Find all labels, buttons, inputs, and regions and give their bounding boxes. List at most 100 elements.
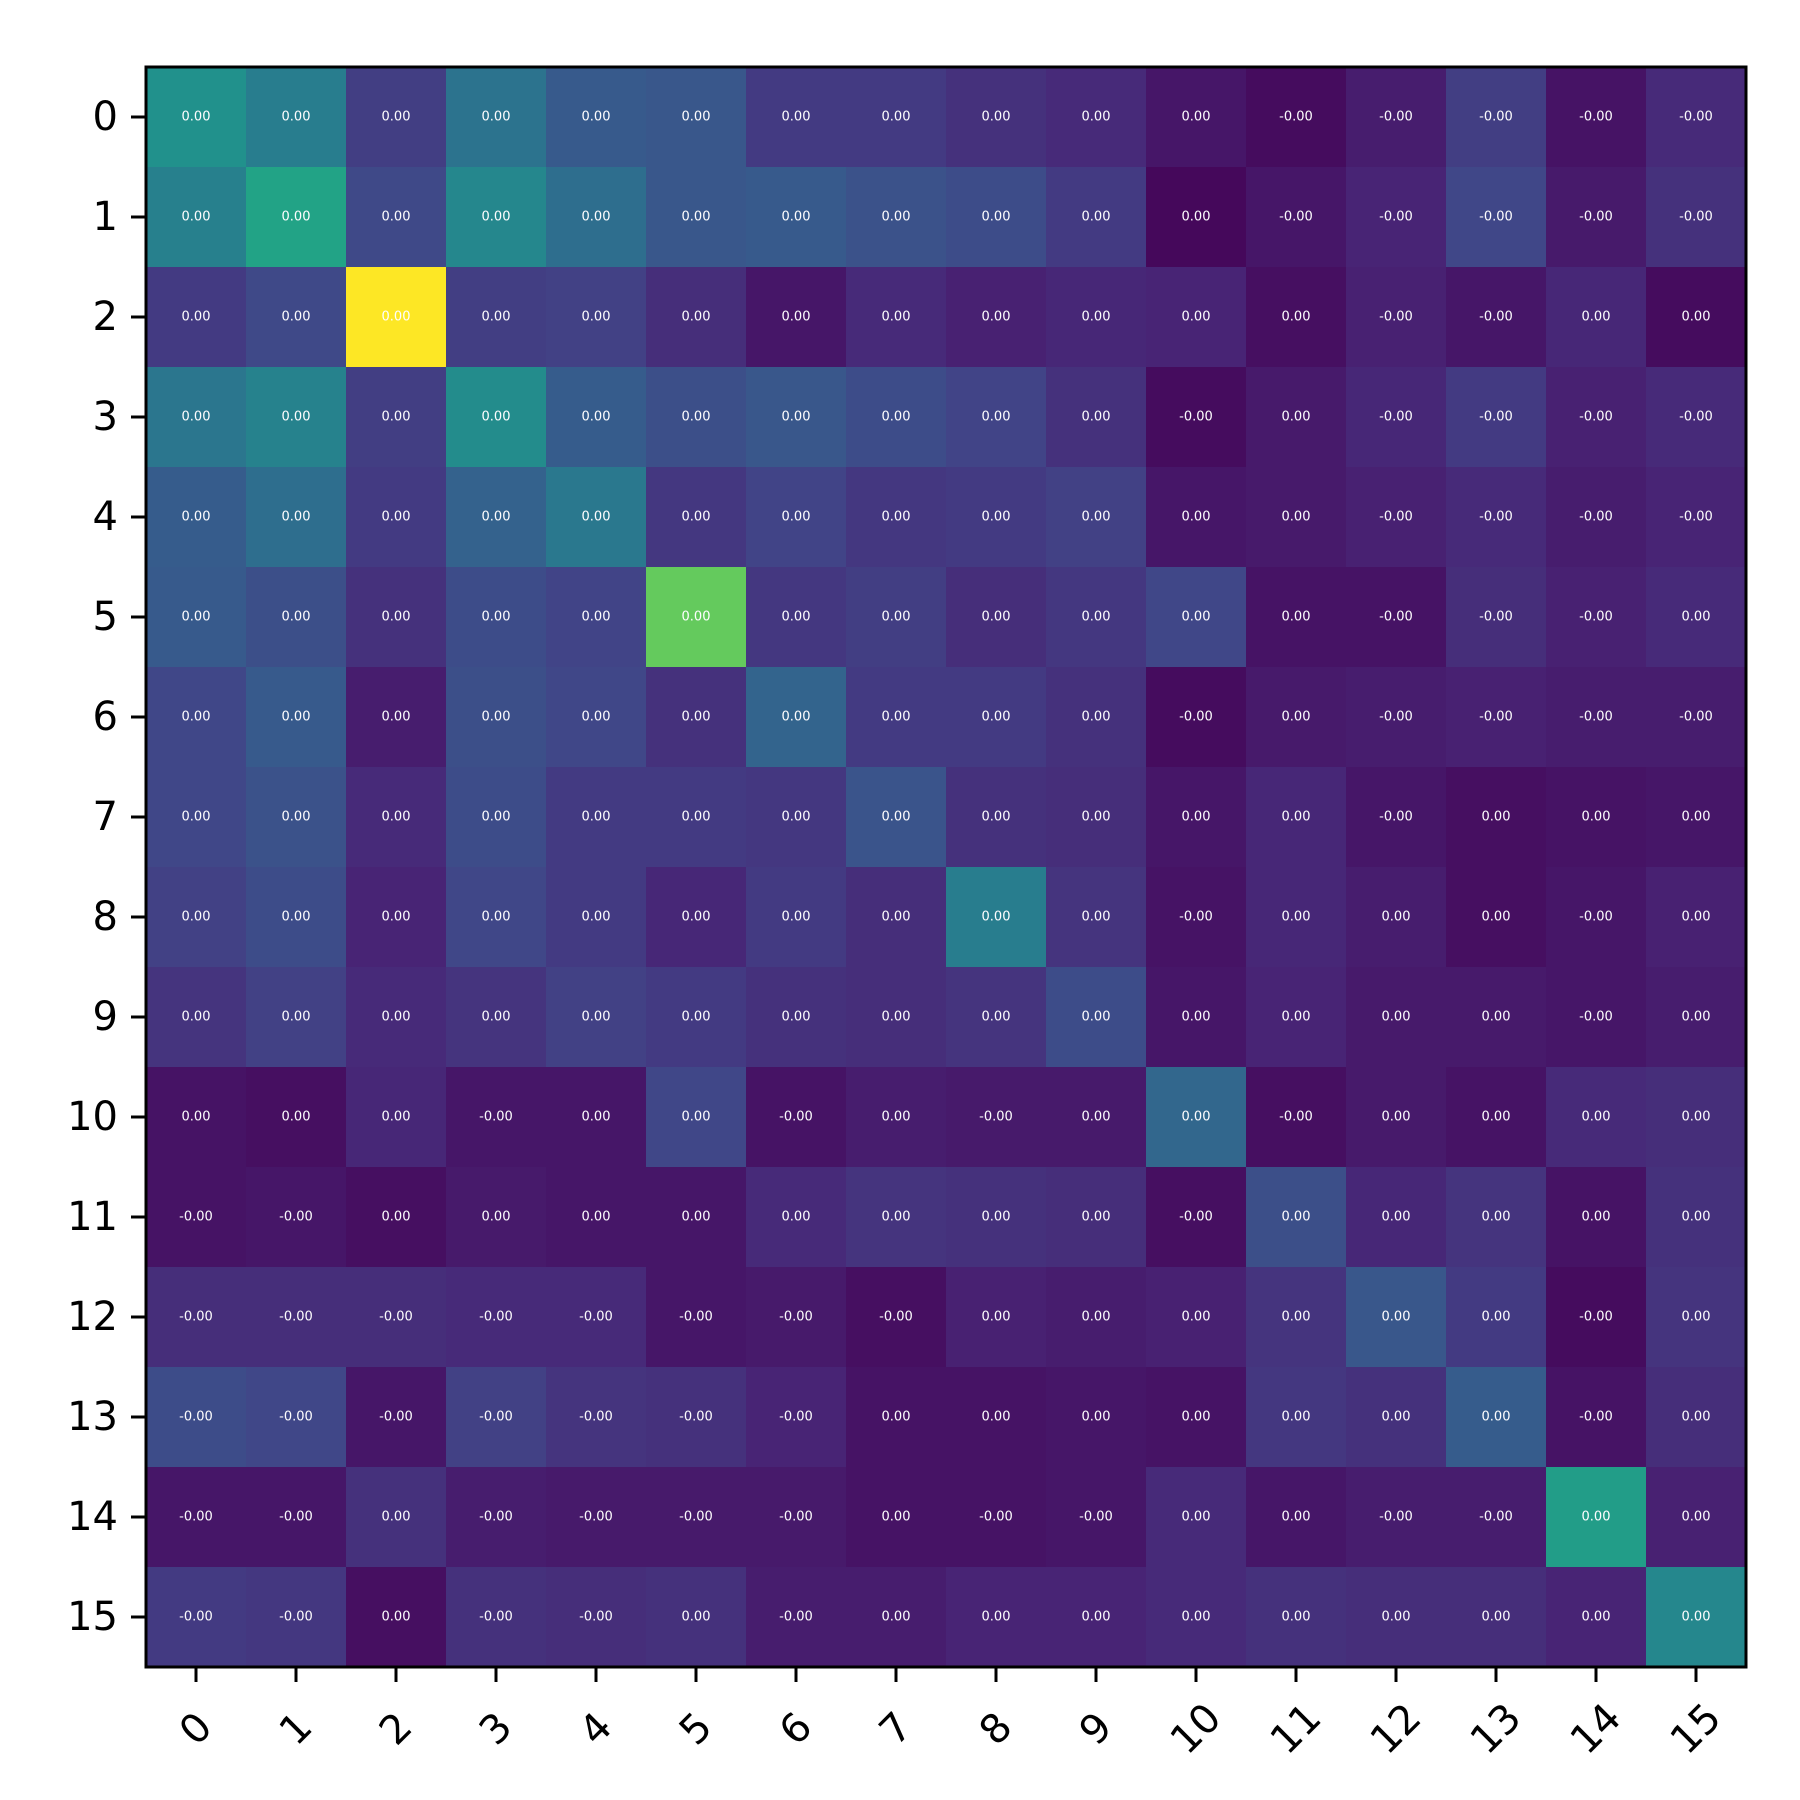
heatmap-cell-2-15 [1646,267,1747,368]
cell-value-label-0-12: -0.00 [1379,110,1413,125]
heatmap-cell-1-9 [1046,167,1147,268]
cell-value-label-13-14: -0.00 [1579,1410,1613,1425]
heatmap-cell-1-10 [1146,167,1247,268]
cell-value-label-7-11: 0.00 [1282,810,1311,825]
cell-value-label-12-1: -0.00 [279,1310,313,1325]
heatmap-cell-4-7 [846,467,947,568]
cell-value-label-1-8: 0.00 [982,210,1011,225]
cell-value-label-4-7: 0.00 [882,510,911,525]
cell-value-label-13-7: 0.00 [882,1410,911,1425]
heatmap-cell-7-1 [246,767,347,868]
heatmap-cell-11-8 [946,1167,1047,1268]
heatmap-cell-11-11 [1246,1167,1347,1268]
heatmap-cell-2-9 [1046,267,1147,368]
cell-value-label-11-1: -0.00 [279,1210,313,1225]
x-tick-label-0: 0 [171,1704,222,1755]
heatmap-cell-14-13 [1446,1467,1547,1568]
heatmap-cell-6-0 [146,667,247,768]
cell-value-label-4-3: 0.00 [482,510,511,525]
heatmap-cell-9-4 [546,967,647,1068]
heatmap-cell-2-6 [746,267,847,368]
heatmap-cell-4-0 [146,467,247,568]
heatmap-cell-4-9 [1046,467,1147,568]
cell-value-label-8-5: 0.00 [682,910,711,925]
cell-value-label-9-1: 0.00 [282,1010,311,1025]
cell-value-label-13-2: -0.00 [379,1410,413,1425]
heatmap-cell-11-15 [1646,1167,1747,1268]
cell-value-label-4-10: 0.00 [1182,510,1211,525]
cell-value-label-6-11: 0.00 [1282,710,1311,725]
cell-value-label-1-0: 0.00 [182,210,211,225]
y-tick-label-5: 5 [93,594,118,640]
heatmap-cell-12-4 [546,1267,647,1368]
heatmap-cell-10-10 [1146,1067,1247,1168]
cell-value-label-8-12: 0.00 [1382,910,1411,925]
heatmap-cell-10-6 [746,1067,847,1168]
x-tick-label-11: 11 [1262,1695,1331,1764]
heatmap-cell-2-10 [1146,267,1247,368]
heatmap-cell-8-1 [246,867,347,968]
heatmap-cell-6-12 [1346,667,1447,768]
cell-value-label-3-14: -0.00 [1579,410,1613,425]
cell-value-label-12-13: 0.00 [1482,1310,1511,1325]
cell-value-label-14-2: 0.00 [382,1510,411,1525]
heatmap-cell-2-4 [546,267,647,368]
y-tick-label-9: 9 [93,994,118,1040]
cell-value-label-9-6: 0.00 [782,1010,811,1025]
cell-value-label-8-11: 0.00 [1282,910,1311,925]
heatmap-cell-2-2 [346,267,447,368]
heatmap-cell-14-4 [546,1467,647,1568]
heatmap-cell-1-5 [646,167,747,268]
heatmap-cell-3-3 [446,367,547,468]
cell-value-label-12-9: 0.00 [1082,1310,1111,1325]
heatmap-cell-12-2 [346,1267,447,1368]
heatmap-cell-15-2 [346,1567,447,1668]
heatmap-cell-8-4 [546,867,647,968]
heatmap-cell-10-1 [246,1067,347,1168]
heatmap-cell-1-0 [146,167,247,268]
heatmap-cell-12-11 [1246,1267,1347,1368]
cell-value-label-8-8: 0.00 [982,910,1011,925]
plot-frame [144,65,1748,1669]
heatmap-cell-6-9 [1046,667,1147,768]
cell-value-label-5-8: 0.00 [982,610,1011,625]
heatmap-cell-7-3 [446,767,547,868]
heatmap-cell-12-10 [1146,1267,1247,1368]
cell-value-label-6-4: 0.00 [582,710,611,725]
heatmap-cell-12-14 [1546,1267,1647,1368]
cell-value-label-11-0: -0.00 [179,1210,213,1225]
cell-value-label-9-15: 0.00 [1682,1010,1711,1025]
cell-value-label-14-6: -0.00 [779,1510,813,1525]
cell-value-label-5-9: 0.00 [1082,610,1111,625]
heatmap-cell-8-0 [146,867,247,968]
cell-value-label-9-0: 0.00 [182,1010,211,1025]
cell-value-label-1-9: 0.00 [1082,210,1111,225]
cell-value-label-5-11: 0.00 [1282,610,1311,625]
heatmap-cell-13-7 [846,1367,947,1468]
heatmap-cell-8-9 [1046,867,1147,968]
cell-value-label-14-4: -0.00 [579,1510,613,1525]
heatmap-cell-11-13 [1446,1167,1547,1268]
cell-value-label-3-1: 0.00 [282,410,311,425]
heatmap-cell-11-4 [546,1167,647,1268]
cell-value-label-7-13: 0.00 [1482,810,1511,825]
cell-value-label-13-0: -0.00 [179,1410,213,1425]
x-tick-label-9: 9 [1071,1704,1122,1755]
heatmap-cell-1-13 [1446,167,1547,268]
cell-value-label-8-14: -0.00 [1579,910,1613,925]
heatmap-cell-3-11 [1246,367,1347,468]
cell-value-label-11-3: 0.00 [482,1210,511,1225]
y-tick-label-3: 3 [93,394,118,440]
cell-value-label-2-9: 0.00 [1082,310,1111,325]
cell-value-label-4-4: 0.00 [582,510,611,525]
cell-value-label-1-11: -0.00 [1279,210,1313,225]
cell-value-label-8-15: 0.00 [1682,910,1711,925]
cell-value-label-5-10: 0.00 [1182,610,1211,625]
heatmap-cell-13-3 [446,1367,547,1468]
heatmap-cell-11-1 [246,1167,347,1268]
cell-value-label-12-3: -0.00 [479,1310,513,1325]
cell-value-label-0-15: -0.00 [1679,110,1713,125]
heatmap-cell-4-8 [946,467,1047,568]
heatmap-cell-2-1 [246,267,347,368]
